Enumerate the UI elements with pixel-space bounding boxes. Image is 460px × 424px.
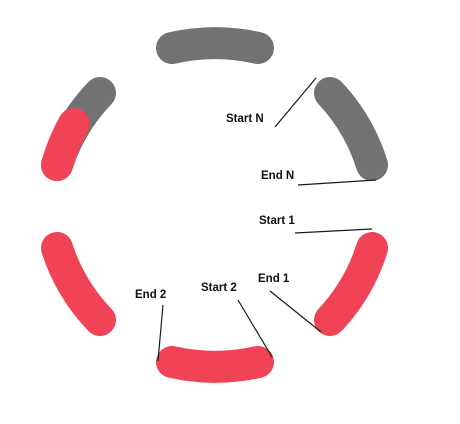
- label-start-n: Start N: [226, 113, 264, 125]
- leader-start-2: [237, 299, 273, 358]
- leader-start-1: [294, 228, 373, 234]
- ring-segment-lower-right: [314, 232, 388, 336]
- ring-segment-bottom: [156, 346, 274, 383]
- ring-segment-upper-right: [314, 77, 388, 181]
- label-end-1: End 1: [258, 273, 290, 285]
- ring-segment-top: [156, 27, 274, 64]
- leader-end-2: [157, 304, 164, 362]
- leader-start-n: [274, 77, 317, 128]
- label-start-2: Start 2: [201, 282, 237, 294]
- leader-end-1: [269, 290, 322, 333]
- label-end-n: End N: [261, 170, 294, 182]
- leader-end-n: [297, 179, 377, 186]
- label-end-2: End 2: [135, 289, 166, 301]
- ring-segment-upper-left-active: [41, 108, 90, 181]
- ring-segment-lower-left: [41, 232, 116, 336]
- label-start-1: Start 1: [259, 215, 295, 227]
